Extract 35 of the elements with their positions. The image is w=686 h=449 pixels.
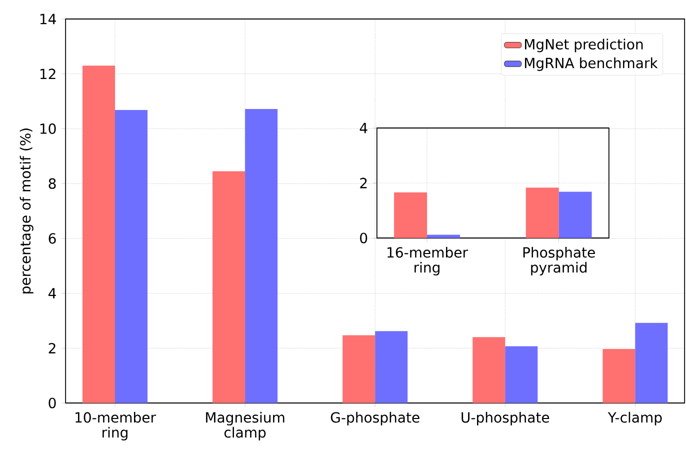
y-tick-label: 2 [360, 178, 367, 188]
y-axis-title: percentage of motif (%) [20, 128, 34, 294]
y-tick-label: 4 [48, 288, 56, 298]
x-tick-label: Phosphate pyramid [523, 246, 595, 276]
x-tick-label: 16-member ring [388, 246, 468, 276]
bar [427, 234, 460, 238]
bar [212, 171, 246, 403]
x-tick-label: Magnesium clamp [206, 412, 284, 440]
y-tick-label: 12 [40, 68, 56, 80]
bar [82, 66, 115, 403]
bar [558, 192, 592, 238]
legend-label: MgNet prediction [524, 38, 643, 52]
x-tick-label: U-phosphate [462, 412, 550, 426]
legend-label: MgRNA benchmark [524, 57, 658, 71]
y-tick-label: 14 [40, 14, 56, 24]
y-tick-label: 6 [48, 233, 56, 244]
bar [115, 110, 148, 403]
bar [394, 192, 428, 238]
bar [245, 108, 278, 403]
bar [635, 322, 668, 403]
bar [526, 188, 559, 238]
y-tick-label: 10 [40, 123, 56, 134]
y-tick-label: 0 [360, 232, 368, 244]
x-tick-label: 10-member ring [76, 412, 156, 440]
bar [342, 335, 376, 403]
bar [375, 331, 408, 403]
bar [602, 348, 636, 403]
x-tick-label: Y-clamp [608, 412, 662, 426]
x-tick-label: G-phosphate [330, 412, 420, 426]
bar [505, 346, 538, 403]
bar [472, 337, 506, 403]
y-tick-label: 4 [360, 122, 368, 134]
y-tick-label: 8 [48, 178, 56, 189]
y-tick-label: 0 [48, 398, 56, 408]
y-tick-label: 2 [48, 342, 56, 354]
